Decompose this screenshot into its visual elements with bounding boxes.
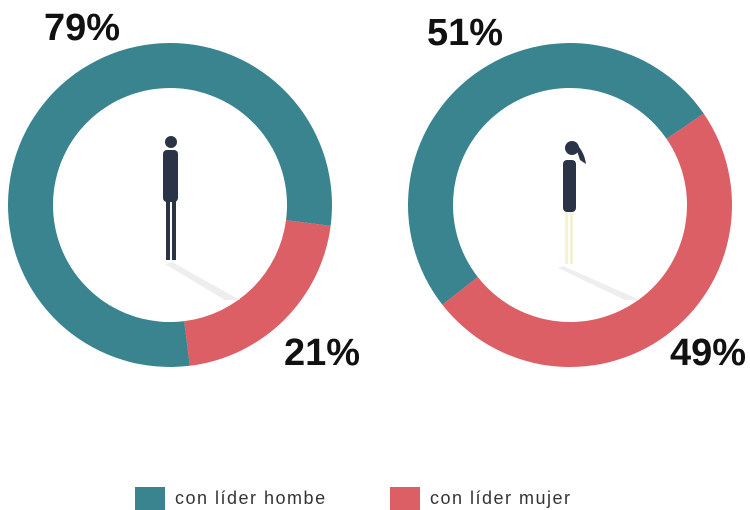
woman-figure: [558, 141, 640, 300]
legend-label: con líder hombe: [175, 488, 327, 508]
legend-label: con líder mujer: [430, 488, 572, 508]
legend: con líder hombe con líder mujer: [135, 487, 572, 510]
value-label: 21%: [284, 332, 360, 374]
pies: 79% 21% 51% 49%: [8, 7, 746, 374]
value-label: 79%: [44, 7, 120, 49]
value-label: 51%: [427, 12, 503, 54]
chart: 79% 21% 51% 49% con líder hombe con líder mu…: [0, 0, 750, 510]
legend-swatch: [390, 487, 420, 510]
donut-segment: [442, 113, 732, 367]
legend-swatch: [135, 487, 165, 510]
value-label: 49%: [670, 332, 746, 374]
man-figure: [163, 136, 240, 300]
donut-segment: [408, 43, 704, 305]
